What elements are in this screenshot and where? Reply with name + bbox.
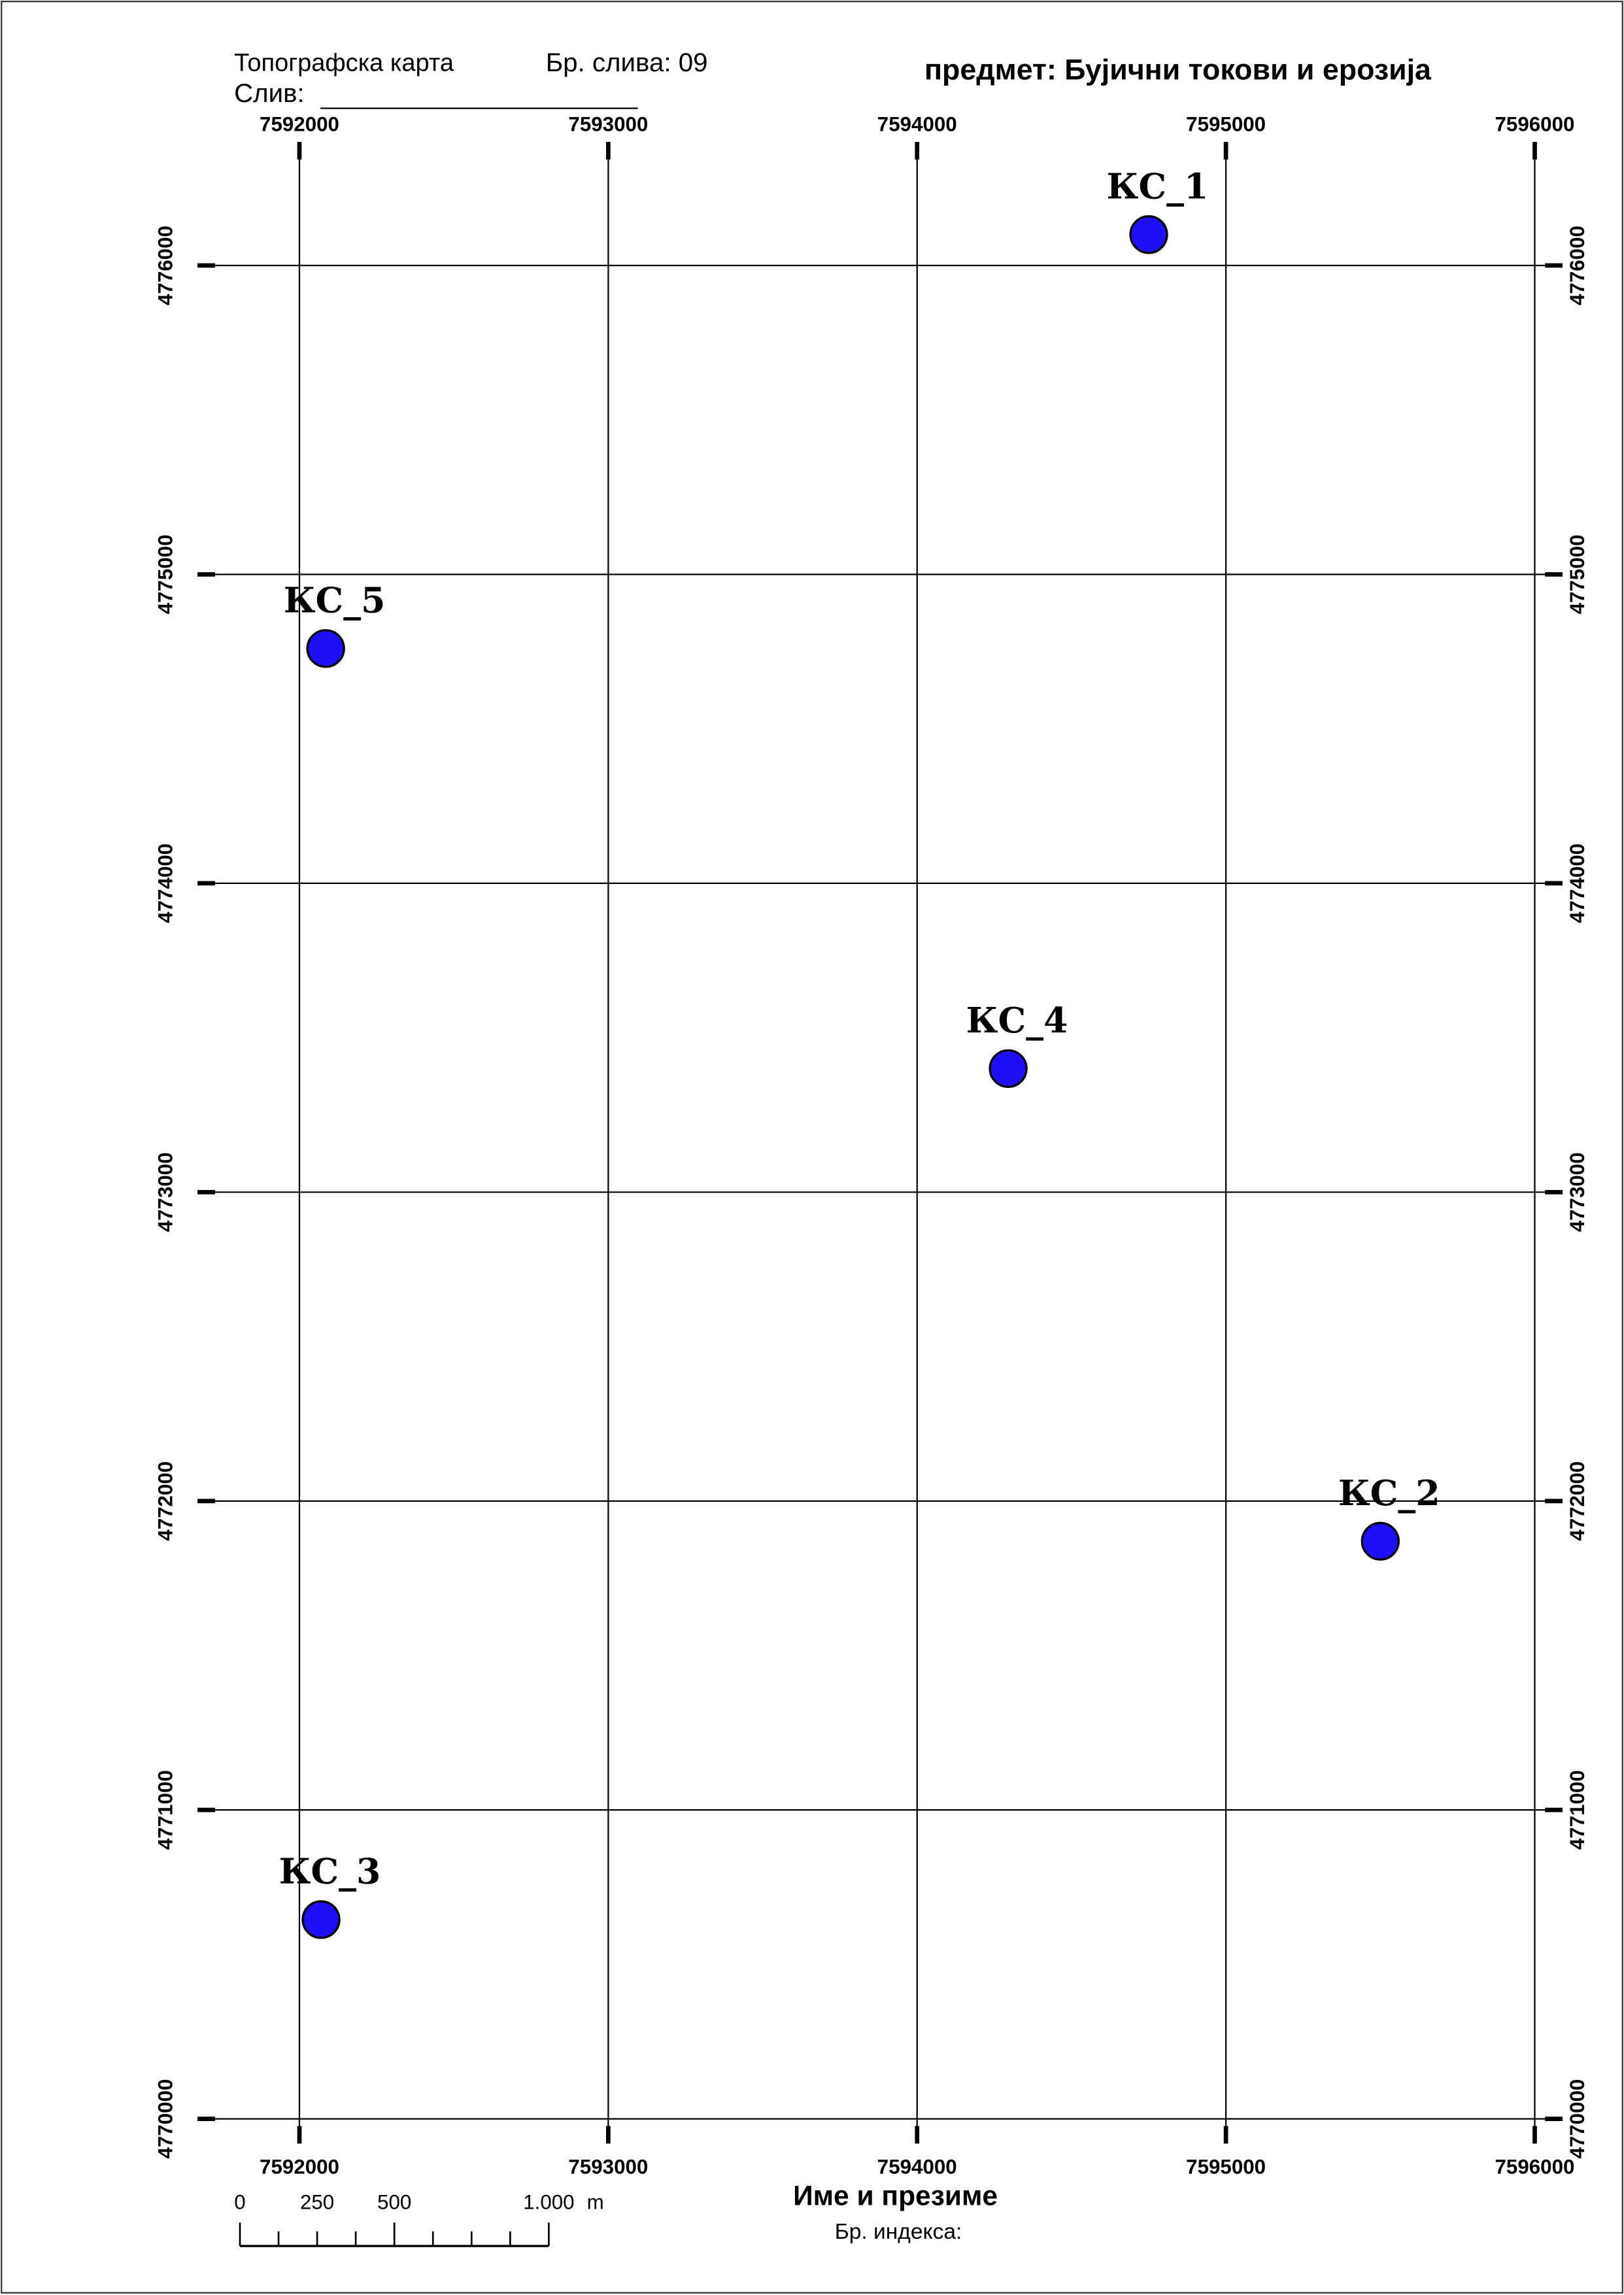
- station-point: [301, 1900, 341, 1939]
- scale-label: 1.000: [523, 2190, 574, 2213]
- y-tick-label: 4770000: [1566, 2079, 1589, 2159]
- title: предмет: Бујични токови и ерозија: [924, 53, 1432, 86]
- y-tick-label: 4773000: [1566, 1152, 1589, 1232]
- y-tick-label: 4772000: [1566, 1461, 1589, 1541]
- x-tick-label: 7595000: [1186, 113, 1266, 136]
- y-tick-label: 4774000: [1566, 843, 1589, 923]
- x-tick-label: 7596000: [1495, 113, 1575, 136]
- map-type: Топографска карта: [234, 50, 454, 77]
- scale-label: 0: [234, 2190, 245, 2213]
- y-tick-label: 4771000: [1566, 1770, 1589, 1850]
- y-tick-label: 4774000: [154, 843, 177, 923]
- station-label: КС_1: [1107, 166, 1209, 207]
- sheet-number: Бр. слива: 09: [546, 48, 708, 77]
- x-tick-label: 7593000: [568, 2156, 648, 2179]
- basin-label: Слив:: [234, 78, 305, 108]
- station-label: КС_5: [284, 580, 386, 621]
- y-tick-label: 4771000: [154, 1770, 177, 1850]
- student-name: Име и презиме: [793, 2181, 998, 2211]
- student-index: Бр. индекса:: [835, 2220, 962, 2244]
- x-tick-label: 7596000: [1495, 2156, 1575, 2179]
- y-tick-label: 4775000: [154, 535, 177, 615]
- station-point: [306, 629, 345, 668]
- station-label: КС_3: [279, 1851, 381, 1892]
- x-tick-label: 7592000: [260, 113, 339, 136]
- y-tick-label: 4773000: [154, 1152, 177, 1232]
- scale-label: 250: [300, 2190, 334, 2213]
- x-tick-label: 7595000: [1186, 2156, 1266, 2179]
- station-label: КС_4: [966, 1000, 1068, 1041]
- y-tick-label: 4776000: [154, 226, 177, 305]
- scale-unit: m: [587, 2190, 604, 2213]
- x-tick-label: 7594000: [877, 113, 957, 136]
- station-point: [1129, 215, 1168, 254]
- x-tick-label: 7593000: [568, 113, 648, 136]
- station-point: [989, 1049, 1028, 1088]
- y-tick-label: 4775000: [1566, 535, 1589, 615]
- y-tick-label: 4770000: [154, 2079, 177, 2159]
- station-point: [1361, 1522, 1400, 1561]
- y-tick-label: 4772000: [154, 1461, 177, 1541]
- y-tick-label: 4776000: [1566, 226, 1589, 305]
- station-label: КС_2: [1338, 1472, 1440, 1514]
- scale-label: 500: [377, 2190, 411, 2213]
- x-tick-label: 7594000: [877, 2156, 957, 2179]
- x-tick-label: 7592000: [260, 2156, 339, 2179]
